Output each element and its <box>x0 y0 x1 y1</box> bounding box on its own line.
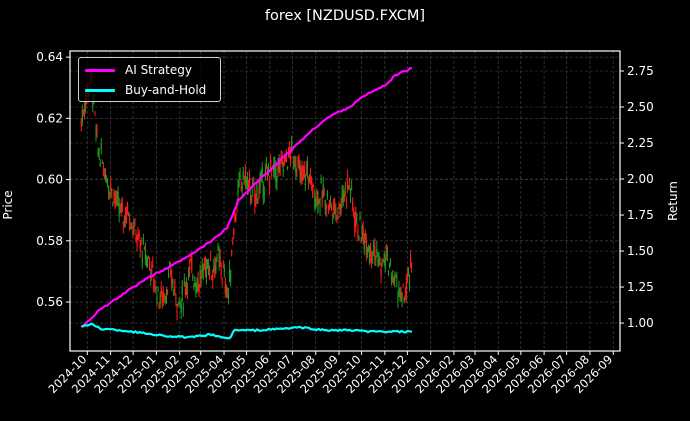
legend-item-ai-strategy: AI Strategy <box>85 63 192 77</box>
y-left-tick-label: 0.62 <box>36 111 63 125</box>
y-right-tick-label: 2.25 <box>627 136 654 150</box>
y-right-tick-label: 2.00 <box>627 172 654 186</box>
y-right-tick-label: 1.25 <box>627 280 654 294</box>
y-axis-left: 0.56 0.58 0.60 0.62 0.64 <box>36 50 70 309</box>
y-right-tick-label: 1.75 <box>627 208 654 222</box>
legend-item-buy-and-hold: Buy-and-Hold <box>85 83 206 97</box>
plot-frame <box>69 50 621 352</box>
y-left-tick-label: 0.60 <box>36 173 63 187</box>
legend-swatch-line-icon <box>85 88 115 92</box>
y-axis-right: 1.00 1.25 1.50 1.75 2.00 2.25 2.50 2.75 <box>620 64 654 330</box>
chart-title: forex [NZDUSD.FXCM] <box>264 8 426 24</box>
y-right-tick-label: 1.50 <box>627 244 654 258</box>
legend-label: Buy-and-Hold <box>125 83 207 97</box>
y-left-tick-label: 0.64 <box>36 50 63 64</box>
y-left-tick-label: 0.58 <box>36 234 63 248</box>
x-axis: 2024-102024-112024-122025-012025-022025-… <box>46 351 615 396</box>
y-right-tick-label: 1.00 <box>627 316 654 330</box>
legend-label: AI Strategy <box>125 63 192 77</box>
y-right-tick-label: 2.75 <box>627 64 654 78</box>
y-right-tick-label: 2.50 <box>627 100 654 114</box>
return-lines <box>80 67 413 340</box>
y-axis-left-label: Price <box>1 190 15 220</box>
price-candles <box>80 69 413 321</box>
y-axis-right-label: Return <box>666 181 680 221</box>
y-left-tick-label: 0.56 <box>36 295 63 309</box>
legend: AI Strategy Buy-and-Hold <box>78 57 221 102</box>
legend-swatch-line-icon <box>85 68 115 72</box>
